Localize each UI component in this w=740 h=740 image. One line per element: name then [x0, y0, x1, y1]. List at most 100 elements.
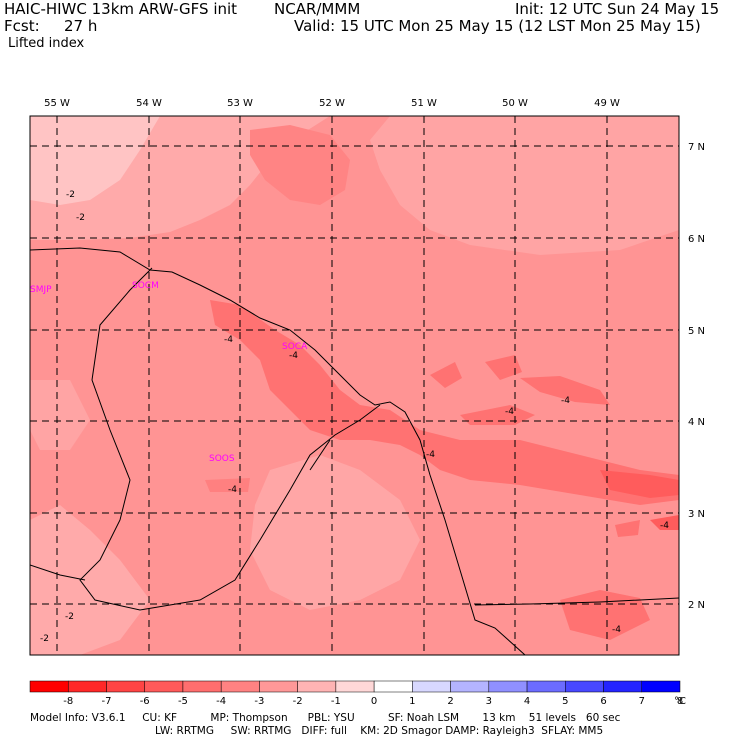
li-minus4-patch — [460, 405, 535, 425]
li-minus2-area-ne — [370, 116, 679, 255]
li-minus4-patch — [615, 520, 640, 537]
li-minus4-patch — [430, 362, 462, 388]
colorbar-tick-label: 1 — [409, 696, 415, 707]
li-minus4-patch — [485, 355, 522, 380]
colorbar-tick-label: -5 — [178, 696, 188, 707]
li-minus4-patch — [520, 376, 610, 405]
forecast-label: Fcst: — [4, 17, 40, 35]
valid-time: Valid: 15 UTC Mon 25 May 15 (12 LST Mon … — [294, 17, 701, 35]
li-minus4-band — [210, 300, 679, 505]
colorbar-tick-label: 2 — [447, 696, 453, 707]
org-label: NCAR/MMM — [274, 0, 361, 18]
colorbar-swatch — [450, 680, 490, 693]
lat-label: 3 N — [688, 509, 705, 520]
map-frame — [29, 115, 680, 656]
colorbar-tick-label: 5 — [562, 696, 568, 707]
colorbar-tick-label: -1 — [331, 696, 341, 707]
init-time: Init: 12 UTC Sun 24 May 15 — [515, 0, 720, 18]
li-minus2-west — [30, 380, 90, 450]
lat-labels: 7 N 6 N 5 N 4 N 3 N 2 N — [688, 142, 705, 611]
contour-label: -4 — [224, 335, 233, 345]
li-minus4-patch — [205, 478, 250, 492]
colorbar-swatch — [373, 680, 413, 693]
field-name: Lifted index — [8, 36, 85, 51]
contour-label: -4 — [505, 407, 514, 417]
colorbar-swatch — [29, 680, 69, 693]
lat-label: 5 N — [688, 326, 705, 337]
lon-labels: 55 W 54 W 53 W 52 W 51 W 50 W 49 W — [44, 98, 620, 109]
colorbar-tick-label: -7 — [101, 696, 111, 707]
colorbar-swatch — [144, 680, 184, 693]
li-minus2-south — [250, 455, 420, 610]
lon-label: 54 W — [136, 98, 162, 109]
border-suriname — [79, 267, 381, 611]
colorbar-swatch — [182, 680, 222, 693]
colorbar-tick-label: 3 — [486, 696, 492, 707]
contour-label: -4 — [289, 351, 298, 361]
lon-label: 53 W — [227, 98, 253, 109]
contour-label: -2 — [66, 190, 75, 200]
model-info-line2: LW: RRTMG SW: RRTMG DIFF: full KM: 2D Sm… — [155, 725, 604, 737]
li-minus1-area — [30, 116, 160, 205]
li-minus5-core — [600, 470, 679, 498]
contour-label: -4 — [561, 396, 570, 406]
contour-label: -2 — [76, 213, 85, 223]
lon-label: 51 W — [411, 98, 437, 109]
lon-label: 50 W — [502, 98, 528, 109]
li-minus2-sw — [30, 505, 150, 655]
station-label: SOOS — [209, 454, 235, 464]
colorbar-swatch — [297, 680, 337, 693]
contour-label: -4 — [612, 625, 621, 635]
contour-label: -4 — [228, 485, 237, 495]
colorbar-swatch — [335, 680, 375, 693]
colorbar-tick-label: -4 — [216, 696, 226, 707]
colorbar-tick-label: 6 — [600, 696, 606, 707]
model-info-line1: Model Info: V3.6.1 CU: KF MP: Thompson P… — [30, 712, 621, 724]
contour-label: -2 — [65, 612, 74, 622]
colorbar-tick-label: -3 — [254, 696, 264, 707]
colorbar-tick-label: -8 — [63, 696, 73, 707]
colorbar-swatch — [526, 680, 566, 693]
colorbar-swatch — [641, 680, 681, 693]
lat-label: 7 N — [688, 142, 705, 153]
colorbar-tick-label: 0 — [371, 696, 377, 707]
colorbar-swatch — [259, 680, 298, 693]
border-inland — [309, 439, 331, 471]
contour-label: -4 — [660, 521, 669, 531]
colorbar-tick-label: -2 — [293, 696, 303, 707]
model-title: HAIC-HIWC 13km ARW-GFS init — [4, 0, 238, 18]
border-west — [30, 564, 86, 581]
colorbar-tick-label: -6 — [140, 696, 150, 707]
colorbar-swatch — [565, 680, 604, 693]
colorbar-tick-label: 7 — [639, 696, 645, 707]
station-label: SOCM — [132, 281, 159, 291]
li-minus3-band — [250, 125, 350, 205]
lat-label: 2 N — [688, 600, 705, 611]
colorbar-swatch — [412, 680, 451, 693]
colorbar-swatch — [106, 680, 145, 693]
lat-label: 4 N — [688, 417, 705, 428]
shaded-field — [30, 116, 679, 655]
colorbar-unit: °C — [674, 696, 686, 707]
colorbar-swatch — [67, 680, 107, 693]
lon-label: 49 W — [594, 98, 620, 109]
colorbar-swatch — [603, 680, 643, 693]
lat-label: 6 N — [688, 234, 705, 245]
lon-label: 55 W — [44, 98, 70, 109]
graticule — [30, 116, 679, 655]
station-label: SOCA — [282, 342, 308, 352]
colorbar: -8 -7 -6 -5 -4 -3 -2 -1 0 1 2 3 4 5 6 7 8 — [29, 680, 683, 707]
contour-label: -2 — [40, 634, 49, 644]
station-label: SMJP — [30, 285, 52, 295]
station-labels: SMJP SOCM SOCA SOOS — [30, 281, 308, 464]
colorbar-swatch — [488, 680, 528, 693]
contour-labels: -2 -2 -4 -4 -4 -4 -4 -4 -4 -4 -2 -2 — [40, 190, 669, 644]
li-minus5-core — [650, 515, 679, 530]
colorbar-tick-label: 4 — [524, 696, 530, 707]
lon-label: 52 W — [319, 98, 345, 109]
colorbar-swatch — [220, 680, 260, 693]
colorbar-tick-label: 8 — [677, 696, 683, 707]
forecast-hour: 27 h — [64, 17, 98, 35]
contour-label: -4 — [426, 450, 435, 460]
